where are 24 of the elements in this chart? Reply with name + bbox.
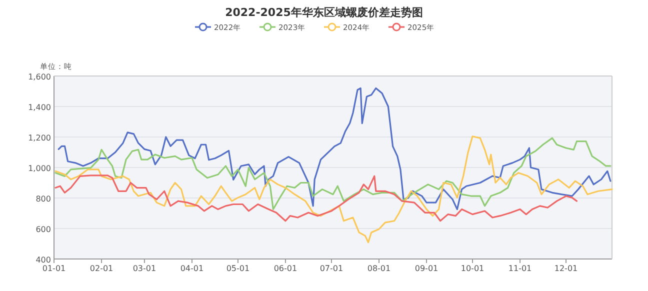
y-tick-label: 1,000 <box>28 164 51 173</box>
y-tick-label: 1,400 <box>28 103 51 112</box>
y-tick-label: 600 <box>36 225 51 234</box>
line-series <box>54 137 612 210</box>
line-series <box>54 136 613 244</box>
chart-title: 2022-2025年华东区域螺废价差走势图 <box>225 6 423 19</box>
x-tick-label: 09-01 <box>414 264 438 273</box>
y-tick-label: 1,200 <box>28 134 51 142</box>
y-tick-label: 1,600 <box>28 72 51 82</box>
x-tick-label: 10-01 <box>460 264 484 273</box>
line-series <box>58 87 612 210</box>
x-tick-label: 06-01 <box>274 264 298 273</box>
x-tick-label: 11-01 <box>508 264 532 273</box>
x-tick-label: 02-01 <box>90 264 114 273</box>
x-tick-label: 01-01 <box>42 264 66 273</box>
line-series <box>54 174 578 222</box>
x-tick-label: 07-01 <box>320 264 344 273</box>
y-tick-label: 800 <box>36 194 51 204</box>
x-tick-label: 04-01 <box>180 264 204 273</box>
x-tick-label: 12-01 <box>554 264 578 273</box>
y-tick-label: 400 <box>36 256 51 264</box>
x-tick-label: 08-01 <box>367 264 391 273</box>
x-tick-label: 03-01 <box>132 264 156 273</box>
x-tick-label: 05-01 <box>226 264 250 273</box>
